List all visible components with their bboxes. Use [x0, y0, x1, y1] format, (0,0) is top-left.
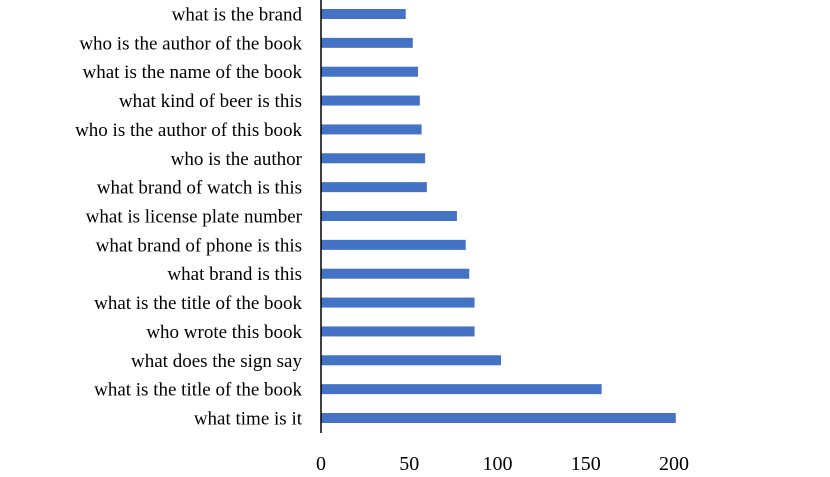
category-label-2: what is the name of the book	[82, 62, 302, 83]
bars-group	[321, 9, 676, 423]
bar-14	[321, 413, 676, 423]
category-label-6: what brand of watch is this	[97, 178, 302, 199]
category-label-8: what brand of phone is this	[96, 235, 302, 256]
category-label-0: what is the brand	[172, 5, 303, 26]
category-label-3: what kind of beer is this	[119, 91, 302, 112]
bar-6	[321, 182, 427, 193]
bar-7	[321, 211, 457, 221]
bar-13	[321, 384, 602, 395]
bar-8	[321, 239, 466, 250]
category-label-12: what does the sign say	[131, 351, 302, 372]
category-label-4: who is the author of this book	[75, 120, 302, 141]
category-label-11: who wrote this book	[146, 322, 302, 343]
category-labels-group: what is the brand who is the author of th…	[75, 5, 303, 430]
x-tick-label-1: 50	[399, 453, 419, 475]
bar-11	[321, 326, 475, 337]
category-label-9: what brand is this	[167, 264, 302, 285]
x-tick-labels-group: 0 50 100 150 200	[316, 453, 689, 475]
category-label-1: who is the author of the book	[79, 33, 302, 54]
category-label-7: what is license plate number	[86, 207, 303, 228]
bar-9	[321, 268, 470, 279]
bar-0	[321, 9, 406, 19]
bar-3	[321, 95, 420, 106]
category-label-13: what is the title of the book	[94, 380, 302, 401]
category-label-14: what time is it	[194, 409, 303, 430]
bar-4	[321, 124, 422, 135]
category-label-10: what is the title of the book	[94, 293, 302, 314]
bar-5	[321, 153, 426, 164]
bar-10	[321, 297, 475, 308]
x-tick-label-4: 200	[659, 453, 689, 475]
category-label-5: who is the author	[171, 149, 303, 170]
x-tick-label-2: 100	[483, 453, 513, 475]
bar-12	[321, 355, 502, 366]
x-tick-label-3: 150	[571, 453, 601, 475]
x-tick-label-0: 0	[316, 453, 326, 475]
bar-1	[321, 37, 413, 48]
bar-2	[321, 66, 419, 77]
